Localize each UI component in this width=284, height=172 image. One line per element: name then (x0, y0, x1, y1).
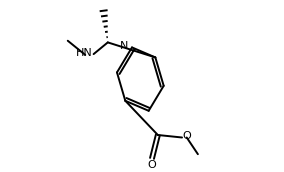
Text: HN: HN (76, 48, 93, 58)
Text: N: N (120, 41, 128, 51)
Text: O: O (148, 160, 156, 170)
Text: O: O (183, 131, 192, 141)
